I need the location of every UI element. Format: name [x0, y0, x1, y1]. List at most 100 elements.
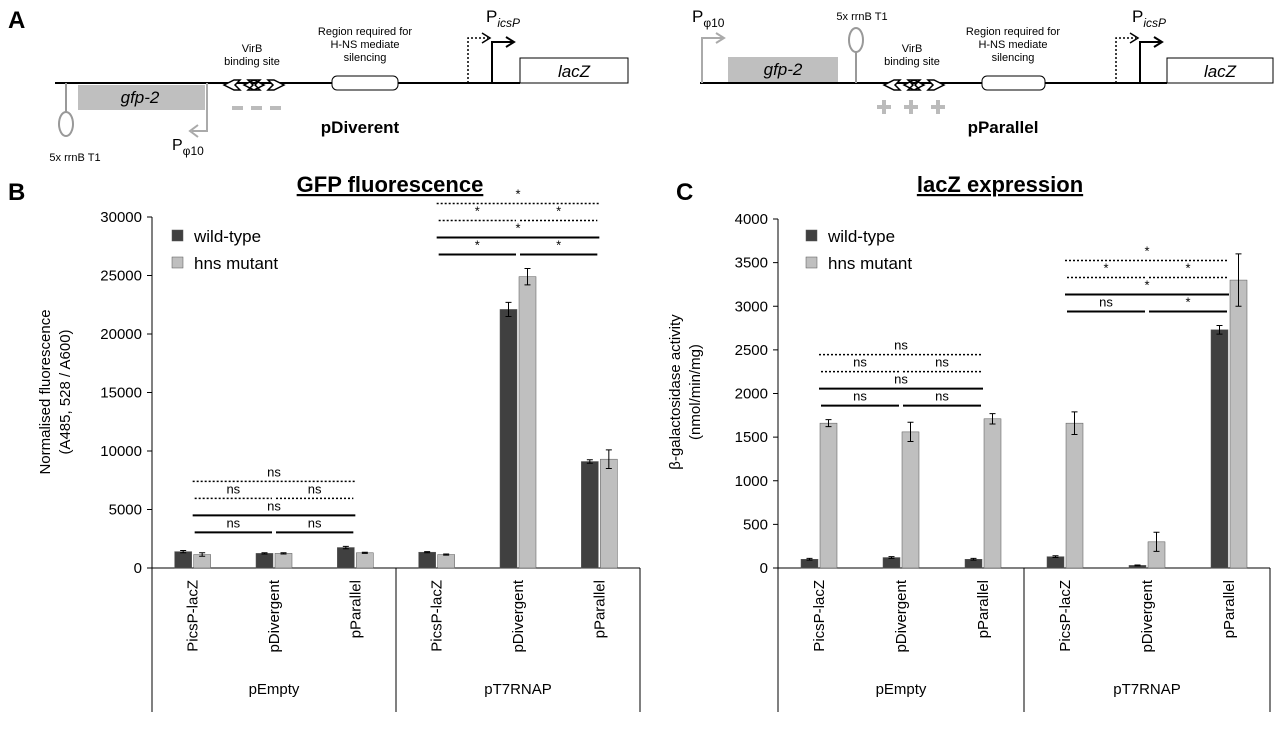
region-label: Region required for — [318, 26, 413, 38]
plasmid-name: pDiverent — [321, 118, 400, 137]
legend-label: hns mutant — [194, 254, 278, 273]
y-tick-label: 1000 — [735, 473, 768, 490]
significance-label: * — [556, 237, 561, 252]
error-bar — [989, 413, 996, 425]
significance-label: * — [1103, 260, 1108, 275]
region-box — [981, 75, 1046, 91]
y-axis-label: (nmol/min/mg) — [687, 344, 704, 440]
region-label: silencing — [344, 52, 387, 64]
x-tick-label: PicsP-lacZ — [1057, 580, 1074, 652]
y-tick-label: 0 — [134, 560, 142, 577]
y-tick-label: 2500 — [735, 342, 768, 359]
panel-label: A — [8, 7, 25, 34]
significance-label: ns — [267, 498, 281, 513]
significance-label: * — [475, 203, 480, 218]
promoter-main: P — [1132, 7, 1143, 26]
legend-swatch — [805, 229, 818, 242]
virb-site — [222, 79, 286, 91]
gfp-label: gfp-2 — [121, 88, 160, 107]
terminator — [58, 111, 74, 137]
promoter-sub: φ10 — [703, 16, 724, 30]
promoter-sub: icsP — [1143, 16, 1166, 30]
bar — [1210, 329, 1229, 569]
y-axis-label: (A485, 528 / A600) — [57, 329, 74, 454]
y-tick-label: 10000 — [100, 443, 142, 460]
y-tick-label: 30000 — [100, 209, 142, 226]
error-bar — [1071, 411, 1078, 436]
group-label: pEmpty — [249, 681, 300, 698]
error-bar — [970, 557, 977, 561]
group-label: pEmpty — [876, 681, 927, 698]
error-bar — [605, 449, 612, 470]
bar — [1065, 422, 1084, 569]
significance-label: * — [556, 203, 561, 218]
bar — [255, 553, 274, 569]
bar — [518, 276, 537, 569]
y-tick-label: 20000 — [100, 326, 142, 343]
gfp-label: gfp-2 — [764, 60, 803, 79]
promoter-arrow — [192, 83, 208, 132]
y-tick-label: 4000 — [735, 211, 768, 228]
significance-label: * — [515, 220, 520, 235]
error-bar — [524, 267, 531, 286]
significance-label: * — [1144, 277, 1149, 292]
significance-label: ns — [894, 338, 908, 353]
bar — [600, 458, 618, 569]
x-tick-label: pParallel — [591, 580, 608, 638]
promoter-arrow — [1115, 37, 1136, 83]
virb-site — [882, 79, 946, 91]
lacz-label: lacZ — [1204, 62, 1237, 81]
bar — [1229, 279, 1248, 569]
promoter-label: PicsP — [486, 7, 520, 30]
promoter-sub: φ10 — [183, 144, 204, 158]
significance-label: ns — [267, 464, 281, 479]
region-label: H-NS mediate — [330, 39, 399, 51]
x-tick-label: pDivergent — [510, 579, 527, 652]
error-bar — [180, 549, 187, 554]
panel-label: B — [8, 179, 25, 206]
promoter-main: P — [692, 7, 703, 26]
y-tick-label: 1500 — [735, 429, 768, 446]
legend-swatch — [171, 256, 184, 269]
error-bar — [1216, 324, 1223, 335]
y-tick-label: 15000 — [100, 385, 142, 402]
promoter-label: Pφ10 — [172, 137, 204, 158]
legend-label: hns mutant — [828, 254, 912, 273]
bar — [174, 551, 192, 569]
x-tick-label: pParallel — [1221, 580, 1238, 638]
error-bar — [280, 552, 287, 555]
significance-label: ns — [935, 389, 949, 404]
y-tick-label: 3500 — [735, 255, 768, 272]
error-bar — [261, 552, 268, 555]
significance-label: ns — [853, 389, 867, 404]
significance-label: * — [475, 237, 480, 252]
x-tick-label: PicsP-lacZ — [429, 580, 446, 652]
significance-label: ns — [894, 372, 908, 387]
terminator-label: 5x rrnB T1 — [49, 152, 100, 164]
legend-label: wild-type — [193, 227, 261, 246]
significance-label: ns — [226, 481, 240, 496]
virb-label: binding site — [884, 56, 940, 68]
region-label: H-NS mediate — [978, 39, 1047, 51]
y-tick-label: 5000 — [109, 502, 142, 519]
gfp-box — [728, 57, 838, 82]
error-bar — [361, 551, 368, 554]
x-tick-label: PicsP-lacZ — [185, 580, 202, 652]
group-label: pT7RNAP — [484, 681, 552, 698]
chart-title: GFP fluorescence — [297, 172, 484, 197]
error-bar — [1134, 564, 1141, 567]
x-tick-label: pParallel — [975, 580, 992, 638]
chart-title: lacZ expression — [917, 172, 1083, 197]
region-box — [331, 75, 399, 91]
legend-swatch — [171, 229, 184, 242]
promoter-label: Pφ10 — [692, 7, 725, 30]
x-tick-label: pDivergent — [266, 579, 283, 652]
promoter-main: P — [172, 137, 183, 154]
lacz-label: lacZ — [558, 62, 591, 81]
lacz-box — [1166, 57, 1274, 84]
promoter-arrow — [715, 32, 726, 44]
legend-swatch — [805, 256, 818, 269]
significance-label: ns — [1099, 294, 1113, 309]
promoter-arrow — [505, 36, 516, 48]
y-tick-label: 25000 — [100, 268, 142, 285]
